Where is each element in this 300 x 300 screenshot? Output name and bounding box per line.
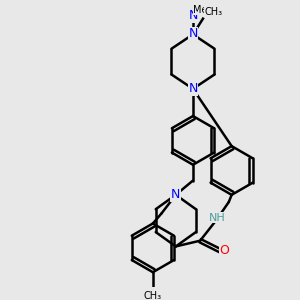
Text: N: N: [171, 188, 181, 201]
Text: Me: Me: [193, 5, 207, 15]
Text: N: N: [188, 27, 198, 40]
Text: O: O: [220, 244, 230, 257]
Text: CH₃: CH₃: [144, 291, 162, 300]
Text: NH: NH: [209, 213, 226, 223]
Text: CH₃: CH₃: [204, 7, 223, 17]
Text: N: N: [188, 9, 198, 22]
Text: N: N: [188, 82, 198, 95]
